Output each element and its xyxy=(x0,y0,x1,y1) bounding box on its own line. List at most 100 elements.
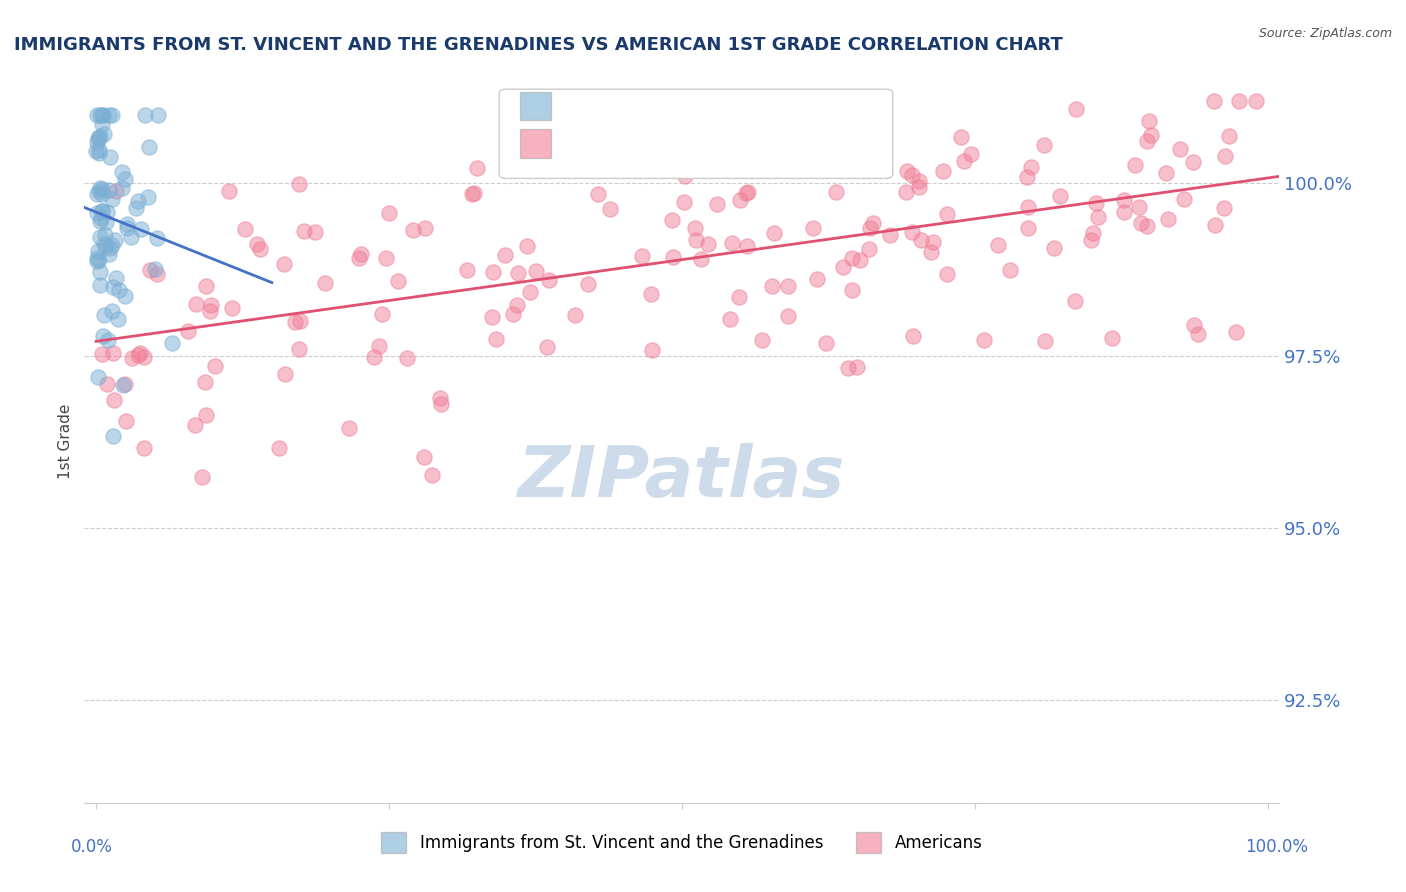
Point xyxy=(98,241,121,255)
Point xyxy=(846,360,869,375)
Point xyxy=(1083,226,1105,240)
Point xyxy=(337,421,360,435)
Point xyxy=(274,367,297,381)
Point xyxy=(801,220,824,235)
Point xyxy=(506,297,529,311)
Point xyxy=(1229,94,1251,108)
Point xyxy=(673,169,696,183)
Point xyxy=(806,272,828,286)
Point xyxy=(101,429,124,443)
Point xyxy=(586,187,609,202)
Point xyxy=(87,144,110,158)
Point xyxy=(94,215,117,229)
Point xyxy=(350,247,373,261)
Point xyxy=(183,418,205,433)
Point xyxy=(481,310,503,324)
Point xyxy=(538,273,561,287)
Point xyxy=(114,377,136,392)
Point xyxy=(685,233,707,247)
Point xyxy=(1080,233,1102,247)
Point xyxy=(796,137,818,152)
Point xyxy=(778,279,800,293)
Point xyxy=(97,183,120,197)
Point xyxy=(949,129,972,144)
Point xyxy=(1033,138,1056,153)
Point xyxy=(114,289,136,303)
Point xyxy=(841,252,863,266)
Text: R = 0.466: R = 0.466 xyxy=(562,135,661,153)
Point xyxy=(284,315,307,329)
Point xyxy=(363,350,385,364)
Point xyxy=(1173,192,1195,206)
Point xyxy=(998,263,1021,277)
Point xyxy=(87,130,110,145)
Point xyxy=(98,150,121,164)
Point xyxy=(1202,94,1225,108)
Point xyxy=(132,351,155,365)
Point xyxy=(89,264,111,278)
Point xyxy=(91,108,114,122)
Point xyxy=(1017,169,1039,184)
Point xyxy=(200,298,222,312)
Point xyxy=(194,279,217,293)
Point xyxy=(86,108,108,122)
Point xyxy=(752,94,775,108)
Point xyxy=(96,239,118,253)
Point xyxy=(221,301,243,315)
Point xyxy=(692,135,714,149)
Point xyxy=(387,274,409,288)
Point xyxy=(751,333,773,347)
Point xyxy=(953,153,976,168)
Point xyxy=(672,195,695,210)
Point xyxy=(429,391,451,405)
Point xyxy=(89,108,111,122)
Point xyxy=(485,332,508,346)
Y-axis label: 1st Grade: 1st Grade xyxy=(58,404,73,479)
Point xyxy=(107,312,129,326)
Point xyxy=(1049,189,1071,203)
Point xyxy=(987,237,1010,252)
Point xyxy=(101,192,124,206)
Point xyxy=(97,333,120,347)
Text: R = 0.396: R = 0.396 xyxy=(562,97,661,115)
Point xyxy=(249,242,271,256)
Point xyxy=(86,253,108,268)
Point xyxy=(191,470,214,484)
Point xyxy=(104,184,127,198)
Point xyxy=(89,229,111,244)
Point xyxy=(1042,241,1064,255)
Point xyxy=(91,203,114,218)
Point xyxy=(86,251,108,265)
Point xyxy=(218,184,240,198)
Point xyxy=(910,233,932,247)
Point xyxy=(246,236,269,251)
Point xyxy=(269,441,291,455)
Point xyxy=(402,222,425,236)
Point xyxy=(89,252,111,267)
Point xyxy=(304,226,326,240)
Point xyxy=(827,139,849,153)
Point xyxy=(138,140,160,154)
Point xyxy=(93,127,115,141)
Point xyxy=(89,181,111,195)
Legend: Immigrants from St. Vincent and the Grenadines, Americans: Immigrants from St. Vincent and the Gren… xyxy=(374,826,990,860)
Point xyxy=(195,408,218,422)
Point xyxy=(718,312,741,326)
Point xyxy=(413,450,436,464)
Point xyxy=(128,346,150,360)
Point xyxy=(413,220,436,235)
Point xyxy=(931,164,953,178)
Point xyxy=(1101,331,1123,345)
Point xyxy=(599,202,621,217)
Point xyxy=(124,201,146,215)
Point xyxy=(1017,200,1039,214)
Point xyxy=(91,204,114,219)
Point xyxy=(706,196,728,211)
Point xyxy=(117,220,139,235)
Point xyxy=(87,145,110,160)
Point xyxy=(640,287,662,301)
Point xyxy=(576,277,599,292)
Point xyxy=(273,257,295,271)
Point xyxy=(846,135,869,149)
Point xyxy=(86,136,108,150)
